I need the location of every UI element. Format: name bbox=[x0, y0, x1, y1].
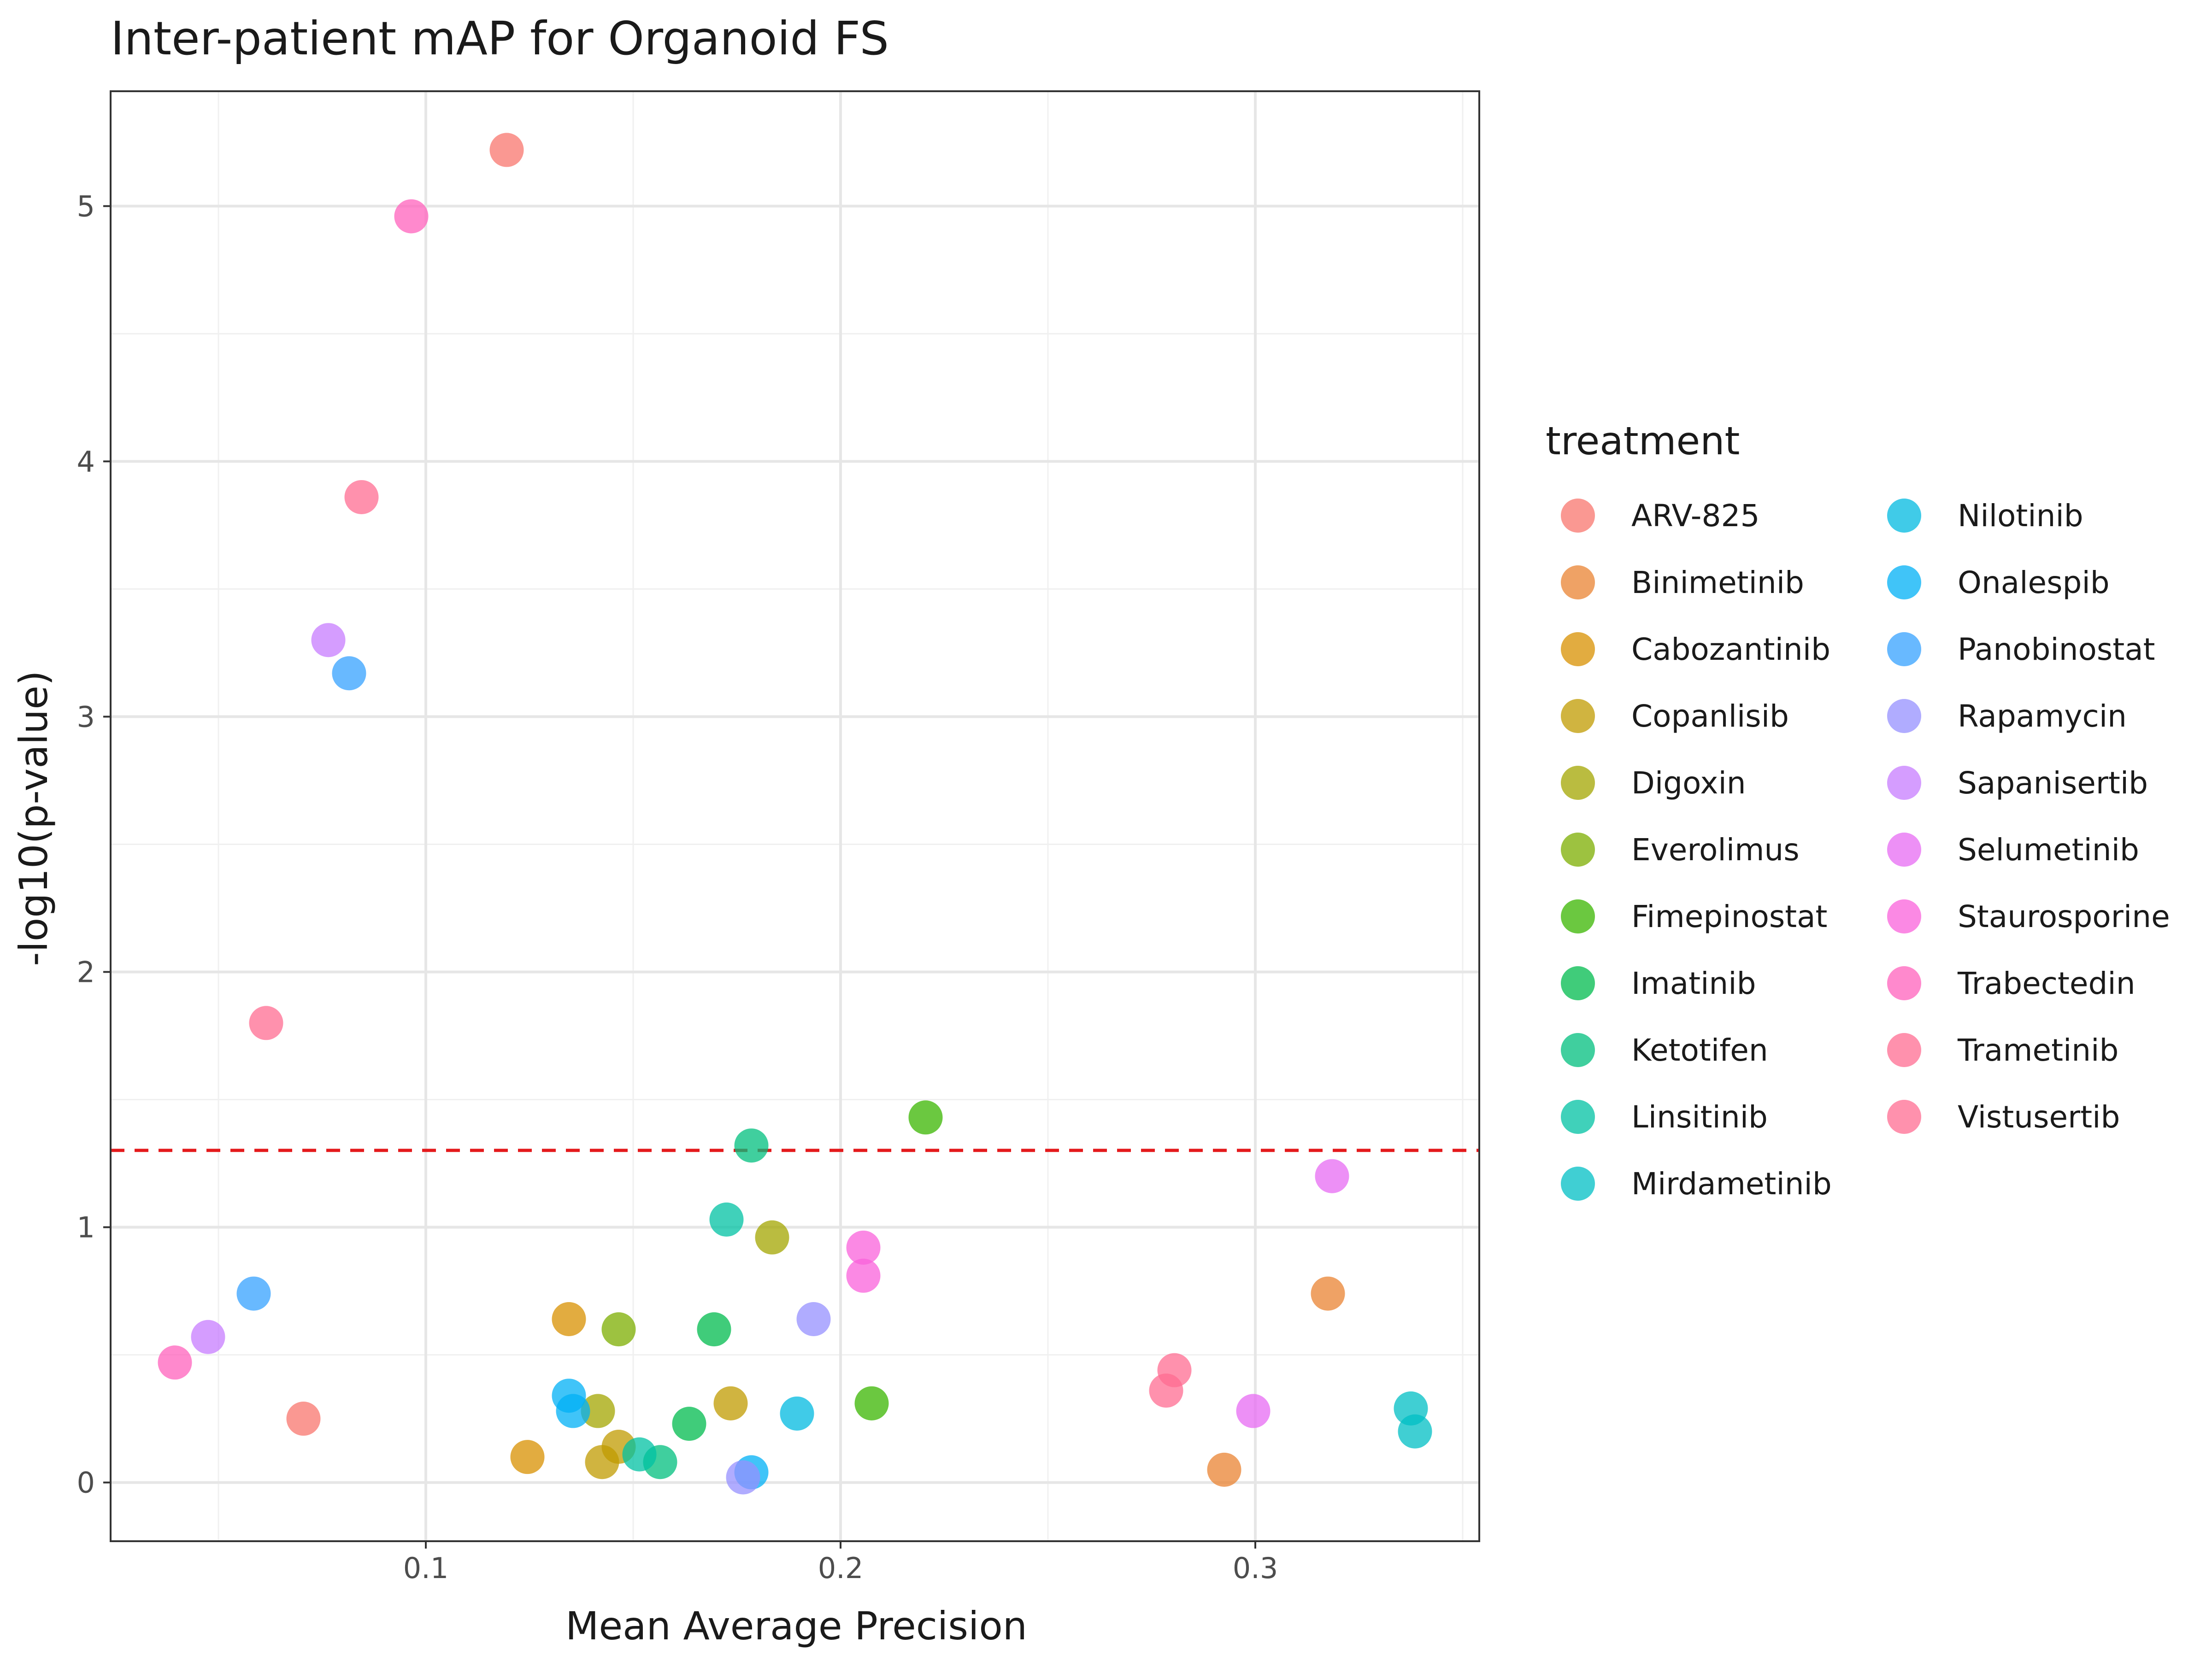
legend-label: Trabectedin bbox=[1957, 966, 2136, 1001]
legend-key bbox=[1561, 499, 1595, 533]
legend-key bbox=[1887, 966, 1921, 1000]
data-point bbox=[249, 1006, 283, 1040]
legend-key bbox=[1887, 833, 1921, 867]
plot-panel: 0.1 0.2 0.3 0 1 2 3 4 5 bbox=[77, 90, 1480, 1585]
data-point bbox=[854, 1386, 889, 1420]
legend-label: Imatinib bbox=[1631, 966, 1756, 1001]
legend-key bbox=[1561, 699, 1595, 733]
data-point bbox=[796, 1302, 831, 1336]
data-point bbox=[908, 1100, 943, 1135]
data-point bbox=[1149, 1373, 1183, 1408]
data-point bbox=[709, 1202, 744, 1237]
y-tick-label: 4 bbox=[77, 445, 95, 478]
data-point bbox=[726, 1460, 760, 1495]
x-tick-label: 0.3 bbox=[1233, 1551, 1278, 1585]
data-point bbox=[846, 1258, 881, 1293]
legend-label: Binimetinib bbox=[1631, 565, 1804, 600]
data-point bbox=[622, 1437, 657, 1472]
y-tick-label: 3 bbox=[77, 700, 95, 734]
legend-key bbox=[1561, 1100, 1595, 1134]
data-point bbox=[344, 480, 379, 514]
legend-key bbox=[1561, 899, 1595, 933]
legend-label: Staurosporine bbox=[1958, 899, 2170, 934]
legend-key bbox=[1561, 1033, 1595, 1067]
legend-label: Panobinostat bbox=[1958, 632, 2155, 667]
data-point bbox=[672, 1407, 706, 1441]
data-point bbox=[286, 1402, 321, 1436]
legend-key bbox=[1887, 565, 1921, 599]
data-point bbox=[755, 1220, 789, 1255]
data-point bbox=[601, 1312, 636, 1347]
y-tick-label: 5 bbox=[77, 189, 95, 223]
legend-key bbox=[1561, 565, 1595, 599]
legend-key bbox=[1561, 632, 1595, 666]
x-tick-label: 0.2 bbox=[818, 1551, 864, 1585]
data-point bbox=[332, 656, 366, 691]
data-point bbox=[394, 199, 429, 234]
legend-key bbox=[1887, 766, 1921, 800]
legend-title: treatment bbox=[1546, 418, 1740, 464]
legend-key bbox=[1887, 1100, 1921, 1134]
plot-border bbox=[110, 90, 1480, 1542]
legend-label: ARV-825 bbox=[1631, 498, 1759, 534]
x-axis-label: Mean Average Precision bbox=[565, 1603, 1027, 1649]
legend-label: Ketotifen bbox=[1631, 1033, 1768, 1068]
data-point bbox=[1311, 1276, 1345, 1311]
data-point bbox=[1315, 1159, 1349, 1193]
data-point bbox=[236, 1276, 271, 1311]
legend-label: Nilotinib bbox=[1958, 498, 2083, 534]
data-point bbox=[158, 1345, 192, 1380]
legend-label: Vistusertib bbox=[1958, 1099, 2120, 1135]
y-axis-label: -log10(p-value) bbox=[11, 670, 56, 966]
legend-label: Fimepinostat bbox=[1631, 899, 1827, 934]
legend-key bbox=[1887, 899, 1921, 933]
legend-key bbox=[1561, 766, 1595, 800]
legend-key bbox=[1561, 1167, 1595, 1201]
data-point bbox=[552, 1302, 586, 1336]
data-point bbox=[311, 623, 346, 657]
legend-key bbox=[1561, 833, 1595, 867]
data-point bbox=[846, 1230, 881, 1265]
data-point bbox=[780, 1396, 814, 1431]
legend-key bbox=[1887, 1033, 1921, 1067]
legend-key bbox=[1887, 499, 1921, 533]
chart-title: Inter-patient mAP for Organoid FS bbox=[111, 12, 889, 65]
y-tick-label: 2 bbox=[77, 955, 95, 989]
data-point bbox=[556, 1394, 590, 1428]
legend-label: Linsitinib bbox=[1631, 1099, 1768, 1135]
data-point bbox=[1236, 1394, 1271, 1428]
data-point bbox=[1398, 1414, 1432, 1449]
data-point bbox=[581, 1394, 615, 1428]
legend-key bbox=[1887, 699, 1921, 733]
data-point bbox=[489, 133, 524, 167]
y-tick-label: 1 bbox=[77, 1211, 95, 1244]
legend-label: Cabozantinib bbox=[1631, 632, 1830, 667]
data-point bbox=[734, 1128, 769, 1163]
y-tick-label: 0 bbox=[77, 1466, 95, 1500]
legend-label: Onalespib bbox=[1958, 565, 2110, 600]
legend-label: Copanlisib bbox=[1631, 698, 1789, 734]
data-point bbox=[1207, 1452, 1241, 1487]
legend-key bbox=[1561, 966, 1595, 1000]
data-point bbox=[713, 1386, 748, 1420]
legend-label: Mirdametinib bbox=[1631, 1166, 1832, 1202]
data-point bbox=[191, 1320, 225, 1354]
legend: treatment ARV-825 Binimetinib Cabozantinib… bbox=[1546, 418, 2170, 1202]
data-point bbox=[697, 1312, 731, 1347]
data-point bbox=[510, 1440, 545, 1474]
legend-key bbox=[1887, 632, 1921, 666]
legend-label: Selumetinib bbox=[1958, 832, 2139, 868]
legend-label: Sapanisertib bbox=[1958, 765, 2148, 801]
legend-label: Trametinib bbox=[1957, 1033, 2118, 1068]
plot-background bbox=[111, 91, 1479, 1541]
legend-label: Rapamycin bbox=[1958, 698, 2127, 734]
x-tick-label: 0.1 bbox=[403, 1551, 449, 1585]
legend-label: Everolimus bbox=[1631, 832, 1800, 868]
legend-label: Digoxin bbox=[1631, 765, 1746, 801]
